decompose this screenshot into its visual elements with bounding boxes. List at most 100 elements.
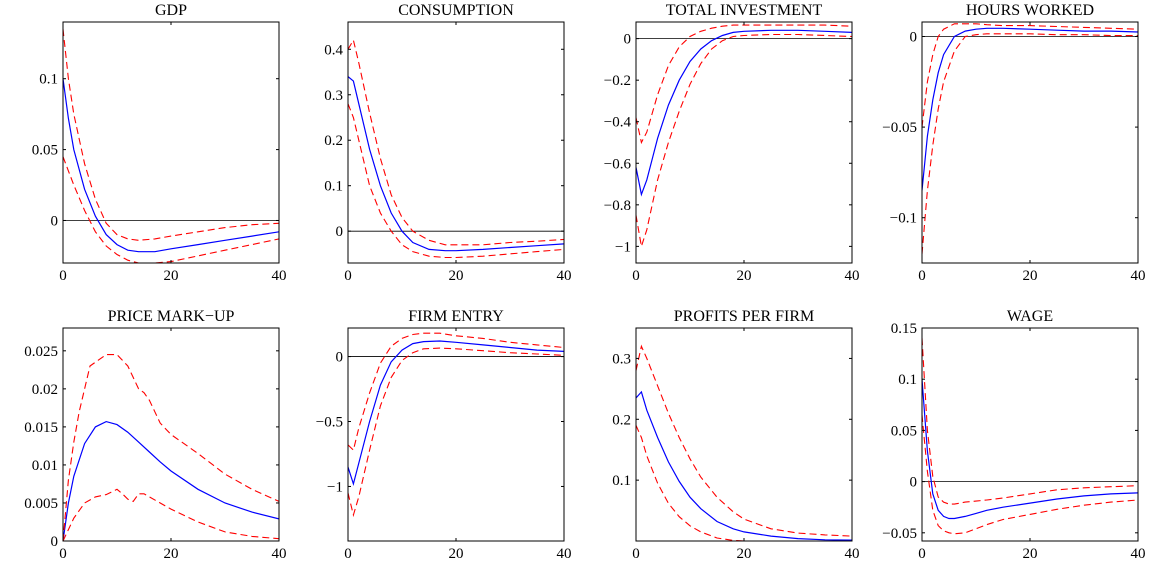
axes-box [62,21,280,264]
x-tick-label: 40 [845,268,860,284]
x-tick-label: 20 [737,546,752,562]
mean-response-line [922,27,1138,191]
panel-title: PROFITS PER FIRM [674,308,815,325]
y-tick-label: −0.1 [890,211,917,227]
panel-title: CONSUMPTION [398,2,514,19]
panel-profits-per-firm: PROFITS PER FIRM 0 20 40 0.1 0.2 0.3 [612,308,859,562]
y-tick-label: 0 [910,475,918,491]
y-tick-label: −0.4 [604,115,632,131]
mean-response-line [348,76,564,252]
axes-box [635,21,853,264]
y-tick-label: 0.1 [612,473,631,489]
y-tick-label: 0.1 [898,372,917,388]
plot-area [922,23,1138,254]
y-tick-label: 0.4 [324,42,343,58]
axes-box [347,21,565,264]
y-tick-label: 0 [336,224,344,240]
x-tick-label: 0 [59,268,67,284]
y-tick-label: −0.05 [882,526,917,542]
confidence-band-upper-line [348,38,564,246]
x-tick-label: 0 [918,546,926,562]
panel-title: WAGE [1007,308,1053,325]
confidence-band-lower-line [63,156,279,263]
confidence-band-lower-line [636,33,852,247]
confidence-band-upper-line [63,29,279,241]
plot-area [63,354,279,541]
panel-total-investment: TOTAL INVESTMENT 0 20 40 −1 −0.8 −0.6 −0.4 −0.2 0 [604,2,860,284]
y-tick-label: 0.005 [24,496,58,512]
x-tick-label: 20 [449,546,464,562]
plot-area [348,38,564,259]
panel-title: GDP [155,2,187,19]
plot-area [63,29,279,263]
mean-response-line [636,390,852,541]
panel-price-mark-up: PRICE MARK−UP 0 20 40 0 0.005 0.01 0.015 0.02 0.0… [24,308,286,562]
x-tick-label: 20 [737,268,752,284]
y-tick-label: 0.1 [324,179,343,195]
panel-title: PRICE MARK−UP [108,308,235,325]
panel-consumption: CONSUMPTION 0 20 40 0 0.1 0.2 0.3 0.4 [324,2,571,284]
mean-response-line [922,379,1138,520]
confidence-band-lower-line [922,33,1138,254]
y-tick-label: −0.5 [316,415,343,431]
confidence-band-lower-line [922,414,1138,535]
panel-hours-worked: HOURS WORKED 0 20 40 −0.1 −0.05 0 [882,2,1145,284]
y-tick-label: 0.05 [32,143,58,159]
y-tick-label: 0 [624,32,632,48]
y-tick-label: 0.02 [32,382,58,398]
plot-area [348,332,564,518]
mean-response-line [63,420,279,541]
y-tick-label: 0 [336,350,344,366]
x-tick-label: 40 [1131,546,1146,562]
y-tick-label: 0.3 [612,351,631,367]
plot-area [636,24,852,247]
x-tick-label: 0 [632,546,640,562]
x-tick-label: 20 [164,268,179,284]
mean-response-line [63,78,279,253]
panel-title: HOURS WORKED [966,2,1094,19]
x-tick-label: 0 [632,268,640,284]
mean-response-line [348,340,564,487]
x-tick-label: 20 [164,546,179,562]
confidence-band-lower-line [636,425,852,541]
y-tick-label: −0.05 [882,120,917,136]
axes-box [635,327,853,542]
x-tick-label: 40 [845,546,860,562]
y-tick-label: 0 [51,213,59,229]
y-tick-label: −0.6 [604,156,632,172]
confidence-band-upper-line [636,24,852,145]
panel-firm-entry: FIRM ENTRY 0 20 40 −1 −0.5 0 [316,308,572,562]
x-tick-label: 20 [1023,268,1038,284]
y-tick-label: 0.2 [324,133,343,149]
y-tick-label: 0.15 [891,321,917,337]
x-tick-label: 0 [344,546,352,562]
confidence-band-upper-line [922,338,1138,505]
confidence-band-lower-line [348,347,564,518]
x-tick-label: 0 [344,268,352,284]
axes-box [921,21,1139,264]
y-tick-label: 0 [910,29,918,45]
y-tick-label: −0.2 [604,73,631,89]
x-tick-label: 40 [557,546,572,562]
mean-response-line [636,29,852,197]
x-tick-label: 40 [1131,268,1146,284]
confidence-band-upper-line [348,332,564,452]
confidence-band-lower-line [63,488,279,541]
plot-area [922,338,1138,535]
y-tick-label: −1 [327,479,343,495]
panel-gdp: GDP 0 20 40 0 0.05 0.1 [32,2,287,284]
y-tick-label: −1 [615,239,631,255]
x-tick-label: 0 [59,546,67,562]
confidence-band-upper-line [636,344,852,537]
panel-title: TOTAL INVESTMENT [666,2,823,19]
y-tick-label: 0.015 [24,420,58,436]
x-tick-label: 20 [1023,546,1038,562]
y-tick-label: 0.3 [324,88,343,104]
y-tick-label: 0.01 [32,458,58,474]
y-tick-label: 0.2 [612,412,631,428]
x-tick-label: 40 [272,268,287,284]
plot-area [636,344,852,541]
x-tick-label: 20 [449,268,464,284]
